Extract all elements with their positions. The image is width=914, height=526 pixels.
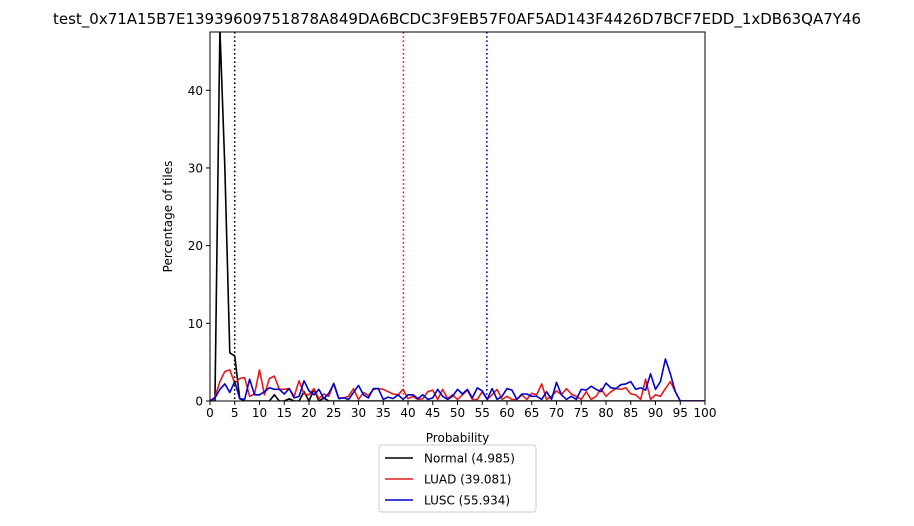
- x-tick-label: 100: [694, 406, 717, 420]
- x-tick-label: 40: [400, 406, 415, 420]
- x-tick-label: 80: [598, 406, 613, 420]
- x-tick-label: 70: [549, 406, 564, 420]
- legend-label-lusc: LUSC (55.934): [424, 494, 510, 508]
- x-tick-label: 15: [277, 406, 292, 420]
- x-tick-label: 45: [425, 406, 440, 420]
- x-tick-label: 75: [574, 406, 589, 420]
- series-line-normal: [210, 32, 705, 401]
- x-tick-label: 35: [376, 406, 391, 420]
- marker-lines: [233, 32, 488, 401]
- x-tick-label: 65: [524, 406, 539, 420]
- x-tick-label: 25: [326, 406, 341, 420]
- y-tick-label: 0: [195, 395, 203, 409]
- x-tick-label: 5: [231, 406, 239, 420]
- y-tick-label: 20: [188, 239, 203, 253]
- y-tick-label: 40: [188, 84, 203, 98]
- x-tick-label: 85: [623, 406, 638, 420]
- x-tick-label: 10: [252, 406, 267, 420]
- y-axis-label: Percentage of tiles: [161, 161, 175, 273]
- legend-label-luad: LUAD (39.081): [424, 473, 512, 487]
- x-tick-label: 60: [499, 406, 514, 420]
- legend-frame: [378, 444, 537, 513]
- x-tick-label: 90: [648, 406, 663, 420]
- x-tick-label: 50: [450, 406, 465, 420]
- y-axis-ticks: 0 10 20 30 40: [188, 84, 210, 409]
- x-axis-label: Probability: [426, 431, 489, 445]
- plot-lines: [210, 32, 705, 401]
- x-tick-label: 95: [673, 406, 688, 420]
- x-tick-label: 55: [475, 406, 490, 420]
- x-axis-ticks: 0 5 10 15 20 25 30 35 40 45 50 55 60 65 70 75 80 85 90 95 10…: [206, 401, 716, 420]
- chart-legend: Normal (4.985) LUAD (39.081) LUSC (55.934): [378, 444, 537, 513]
- y-tick-label: 30: [188, 161, 203, 175]
- chart-title: test_0x71A15B7E13939609751878A849DA6BCDC…: [53, 10, 861, 29]
- x-tick-label: 0: [206, 406, 214, 420]
- x-tick-label: 20: [301, 406, 316, 420]
- legend-label-normal: Normal (4.985): [424, 452, 515, 466]
- x-tick-label: 30: [351, 406, 366, 420]
- y-tick-label: 10: [188, 317, 203, 331]
- series-line-lusc: [210, 358, 705, 401]
